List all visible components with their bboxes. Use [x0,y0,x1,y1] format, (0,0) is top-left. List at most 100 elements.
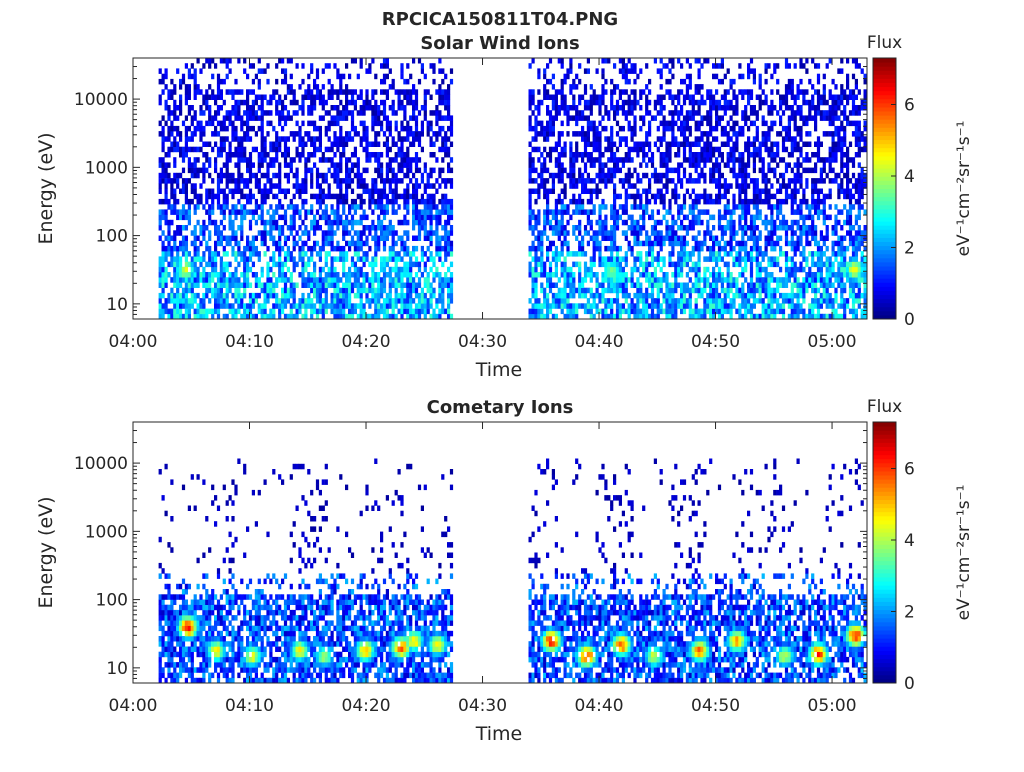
heatmap-cell [313,120,317,127]
heatmap-cell [388,256,392,262]
heatmap-cell [438,245,442,252]
heatmap-cell [682,287,687,294]
heatmap-cell [537,230,541,236]
heatmap-cell [345,141,349,147]
heatmap-cell [551,94,555,100]
heatmap-cell [292,240,296,247]
heatmap-cell [665,172,669,179]
heatmap-cell [216,183,221,189]
heatmap-cell [315,167,320,174]
heatmap-cell [327,89,331,95]
heatmap-cell [243,256,247,262]
heatmap-cell [423,308,427,315]
heatmap-cell [365,141,369,147]
heatmap-cell [662,308,666,315]
heatmap-cell [426,287,430,294]
heatmap-cell [741,131,745,137]
heatmap-cell [403,230,407,236]
heatmap-cell [659,178,663,184]
heatmap-cell [444,89,448,95]
heatmap-cell [348,303,352,309]
heatmap-cell [738,152,742,158]
heatmap-cell [618,282,622,288]
heatmap-cell [324,178,328,184]
heatmap-cell [668,230,672,236]
heatmap-cell [240,157,244,163]
heatmap-cell [301,120,305,127]
heatmap-cell [668,94,672,100]
heatmap-cell [548,110,553,116]
heatmap-cell [336,282,340,288]
heatmap-cell [257,282,261,288]
heatmap-cell [248,178,253,184]
heatmap-cell [429,198,433,205]
heatmap-cell [310,308,314,315]
heatmap-cell [385,125,389,132]
heatmap-cell [403,214,407,221]
heatmap-cell [420,125,424,132]
heatmap-cell [417,292,422,299]
heatmap-cell [656,251,660,257]
heatmap-cell [289,256,293,262]
heatmap-cell [380,78,384,85]
heatmap-cell [621,178,625,184]
heatmap-cell [380,235,384,241]
heatmap-cell [237,146,241,153]
heatmap-cell [196,125,200,132]
heatmap-cell [447,235,451,241]
heatmap-cell [624,209,628,215]
heatmap-cell [680,292,684,299]
heatmap-cell [624,172,628,179]
heatmap-cell [403,152,407,158]
heatmap-cell [546,178,550,184]
heatmap-cell [251,89,255,95]
heatmap-cell [656,308,660,315]
heatmap-cell [219,136,223,142]
heatmap-cell [717,172,722,179]
heatmap-cell [438,84,442,90]
heatmap-cell [248,136,253,142]
heatmap-cell [598,120,602,127]
heatmap-cell [613,261,617,268]
heatmap-cell [432,63,436,69]
heatmap-cell [624,157,628,163]
heatmap-cell [307,89,311,95]
heatmap-cell [560,146,564,153]
heatmap-cell [624,204,628,210]
heatmap-cell [345,63,349,69]
heatmap-cell [581,157,585,163]
heatmap-cell [551,272,555,278]
heatmap-cell [607,303,611,309]
heatmap-cell [592,245,596,252]
heatmap-cell [184,152,188,158]
heatmap-cell [551,125,555,132]
heatmap-cell [260,313,264,320]
heatmap-cell [380,193,384,200]
heatmap-cell [266,209,270,215]
heatmap-cell [653,219,657,226]
heatmap-cell [324,131,328,137]
heatmap-cell [615,251,620,257]
heatmap-cell [377,277,381,283]
heatmap-cell [423,303,427,309]
heatmap-cell [621,308,625,315]
heatmap-cell [327,230,331,236]
heatmap-cell [260,193,264,200]
heatmap-cell [642,308,646,315]
heatmap-cell [394,157,398,163]
heatmap-cell [554,204,558,210]
heatmap-cell [412,58,416,64]
heatmap-cell [592,209,596,215]
heatmap-cell [260,115,264,121]
heatmap-cell [543,287,547,294]
heatmap-cell [260,204,264,210]
heatmap-cell [551,120,555,127]
heatmap-cell [397,167,401,174]
heatmap-cell [228,282,232,288]
heatmap-cell [377,245,381,252]
heatmap-cell [691,157,695,163]
heatmap-cell [371,225,375,231]
heatmap-cell [321,277,325,283]
heatmap-cell [193,115,197,121]
heatmap-cell [281,225,285,231]
